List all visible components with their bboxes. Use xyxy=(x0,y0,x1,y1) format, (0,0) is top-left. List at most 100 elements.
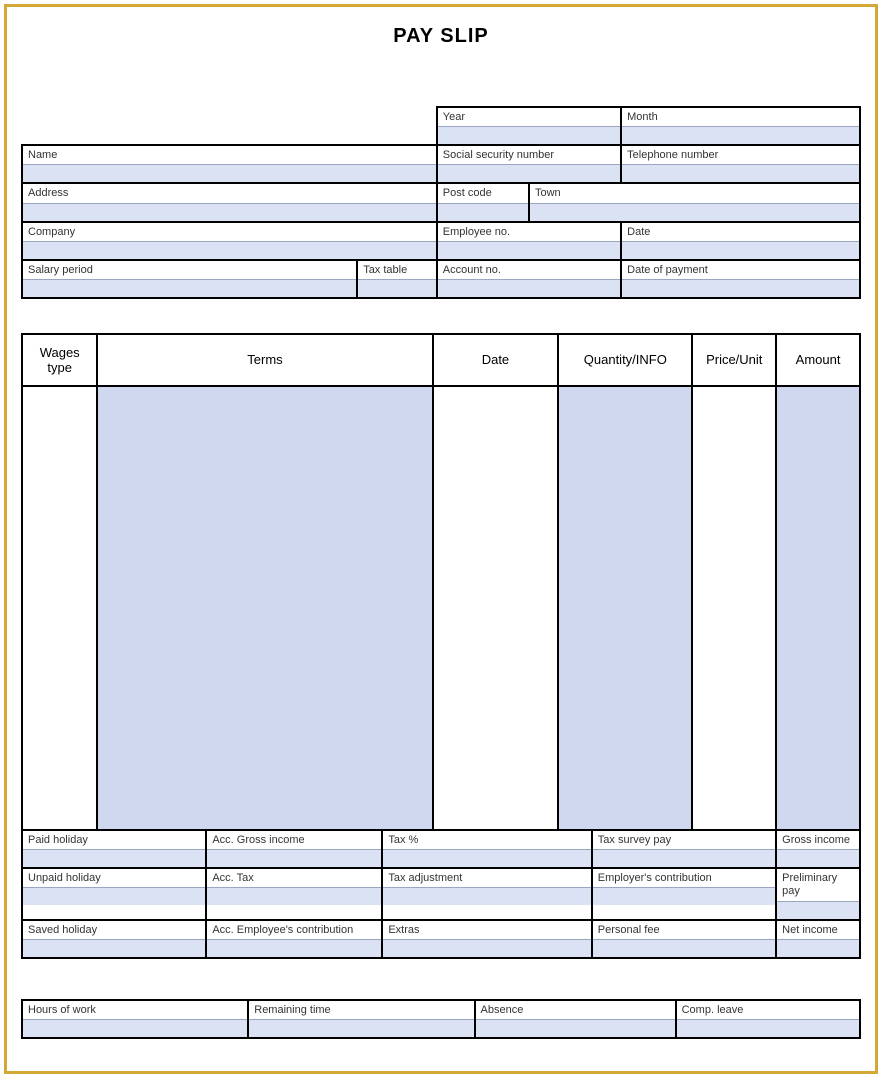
hours-of-work-field[interactable]: Hours of work xyxy=(23,1001,247,1037)
phone-value[interactable] xyxy=(622,164,859,182)
tax-adjustment-field[interactable]: Tax adjustment xyxy=(383,869,590,905)
empno-field[interactable]: Employee no. xyxy=(438,223,620,259)
date-field[interactable]: Date xyxy=(622,223,859,259)
acc-tax-field[interactable]: Acc. Tax xyxy=(207,869,381,905)
gross-income-field[interactable]: Gross income xyxy=(777,831,859,867)
wages-body-qty[interactable] xyxy=(558,386,692,830)
net-income-field[interactable]: Net income xyxy=(777,921,859,957)
absence-value[interactable] xyxy=(476,1019,675,1037)
acc-emp-contribution-field[interactable]: Acc. Employee's contribution xyxy=(207,921,381,957)
wages-body-amount[interactable] xyxy=(776,386,860,830)
acc-gross-income-field[interactable]: Acc. Gross income xyxy=(207,831,381,867)
wages-header-row: Wages type Terms Date Quantity/INFO Pric… xyxy=(22,334,860,386)
hours-of-work-value[interactable] xyxy=(23,1019,247,1037)
remaining-time-label: Remaining time xyxy=(249,1001,473,1019)
preliminary-pay-field[interactable]: Preliminary pay xyxy=(777,869,859,918)
address-value[interactable] xyxy=(23,203,436,221)
wages-body-date[interactable] xyxy=(433,386,559,830)
wages-col-price: Price/Unit xyxy=(692,334,776,386)
month-label: Month xyxy=(622,108,859,126)
ssn-value[interactable] xyxy=(438,164,620,182)
month-value[interactable] xyxy=(622,126,859,144)
phone-field[interactable]: Telephone number xyxy=(622,146,859,182)
address-label: Address xyxy=(23,184,436,202)
wages-body-terms[interactable] xyxy=(97,386,432,830)
account-no-value[interactable] xyxy=(438,279,620,297)
wages-col-date: Date xyxy=(433,334,559,386)
personal-fee-field[interactable]: Personal fee xyxy=(593,921,775,957)
absence-field[interactable]: Absence xyxy=(476,1001,675,1037)
extras-label: Extras xyxy=(383,921,590,939)
acc-emp-contribution-label: Acc. Employee's contribution xyxy=(207,921,381,939)
tax-survey-pay-field[interactable]: Tax survey pay xyxy=(593,831,775,867)
net-income-label: Net income xyxy=(777,921,859,939)
unpaid-holiday-field[interactable]: Unpaid holiday xyxy=(23,869,205,905)
date-of-payment-value[interactable] xyxy=(622,279,859,297)
empno-value[interactable] xyxy=(438,241,620,259)
month-field[interactable]: Month xyxy=(622,108,859,144)
extras-field[interactable]: Extras xyxy=(383,921,590,957)
summary-row-2: Unpaid holiday Acc. Tax Tax adjustment E… xyxy=(22,868,860,919)
ssn-field[interactable]: Social security number xyxy=(438,146,620,182)
footer-table: Hours of work Remaining time Absence Com… xyxy=(21,999,861,1039)
tax-table-field[interactable]: Tax table xyxy=(358,261,436,297)
company-field[interactable]: Company xyxy=(23,223,436,259)
account-no-label: Account no. xyxy=(438,261,620,279)
tax-survey-pay-label: Tax survey pay xyxy=(593,831,775,849)
acc-gross-income-label: Acc. Gross income xyxy=(207,831,381,849)
document-title: PAY SLIP xyxy=(21,25,861,48)
employers-contribution-field[interactable]: Employer's contribution xyxy=(593,869,775,905)
tax-survey-pay-value[interactable] xyxy=(593,849,775,867)
acc-tax-value[interactable] xyxy=(207,887,381,905)
comp-leave-field[interactable]: Comp. leave xyxy=(677,1001,859,1037)
town-field[interactable]: Town xyxy=(530,184,859,220)
personal-fee-value[interactable] xyxy=(593,939,775,957)
year-field[interactable]: Year xyxy=(438,108,620,144)
preliminary-pay-value[interactable] xyxy=(777,901,859,919)
tax-pct-value[interactable] xyxy=(383,849,590,867)
employers-contribution-value[interactable] xyxy=(593,887,775,905)
pay-slip-frame: PAY SLIP Year Month Name xyxy=(4,4,878,1074)
account-no-field[interactable]: Account no. xyxy=(438,261,620,297)
remaining-time-value[interactable] xyxy=(249,1019,473,1037)
saved-holiday-value[interactable] xyxy=(23,939,205,957)
salary-period-value[interactable] xyxy=(23,279,356,297)
tax-adjustment-value[interactable] xyxy=(383,887,590,905)
comp-leave-value[interactable] xyxy=(677,1019,859,1037)
date-of-payment-field[interactable]: Date of payment xyxy=(622,261,859,297)
gross-income-value[interactable] xyxy=(777,849,859,867)
postcode-field[interactable]: Post code xyxy=(438,184,528,220)
date-value[interactable] xyxy=(622,241,859,259)
saved-holiday-label: Saved holiday xyxy=(23,921,205,939)
employers-contribution-label: Employer's contribution xyxy=(593,869,775,887)
remaining-time-field[interactable]: Remaining time xyxy=(249,1001,473,1037)
comp-leave-label: Comp. leave xyxy=(677,1001,859,1019)
saved-holiday-field[interactable]: Saved holiday xyxy=(23,921,205,957)
acc-emp-contribution-value[interactable] xyxy=(207,939,381,957)
unpaid-holiday-value[interactable] xyxy=(23,887,205,905)
wages-col-qty: Quantity/INFO xyxy=(558,334,692,386)
tax-pct-field[interactable]: Tax % xyxy=(383,831,590,867)
hours-of-work-label: Hours of work xyxy=(23,1001,247,1019)
year-value[interactable] xyxy=(438,126,620,144)
name-field[interactable]: Name xyxy=(23,146,436,182)
wages-col-type: Wages type xyxy=(22,334,97,386)
acc-tax-label: Acc. Tax xyxy=(207,869,381,887)
name-value[interactable] xyxy=(23,164,436,182)
address-field[interactable]: Address xyxy=(23,184,436,220)
extras-value[interactable] xyxy=(383,939,590,957)
postcode-value[interactable] xyxy=(438,203,528,221)
town-value[interactable] xyxy=(530,203,859,221)
acc-gross-income-value[interactable] xyxy=(207,849,381,867)
wages-body-type[interactable] xyxy=(22,386,97,830)
wages-body-price[interactable] xyxy=(692,386,776,830)
unpaid-holiday-label: Unpaid holiday xyxy=(23,869,205,887)
salary-period-field[interactable]: Salary period xyxy=(23,261,356,297)
paid-holiday-field[interactable]: Paid holiday xyxy=(23,831,205,867)
tax-table-value[interactable] xyxy=(358,279,436,297)
company-value[interactable] xyxy=(23,241,436,259)
header-info-table: Year Month Name Social sec xyxy=(21,106,861,299)
net-income-value[interactable] xyxy=(777,939,859,957)
paid-holiday-value[interactable] xyxy=(23,849,205,867)
summary-row-1: Paid holiday Acc. Gross income Tax % Tax… xyxy=(22,830,860,868)
